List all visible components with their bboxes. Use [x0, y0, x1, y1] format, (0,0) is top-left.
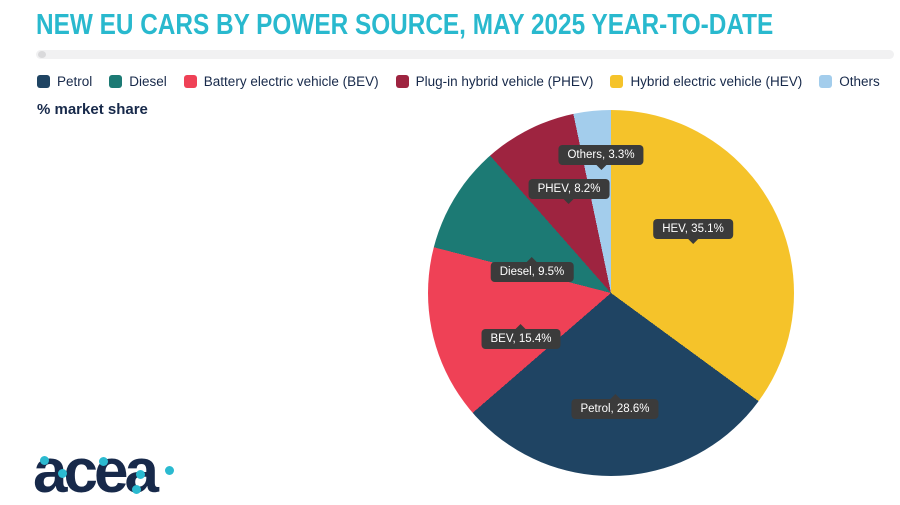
- logo-dot: [165, 466, 174, 475]
- legend-item-phev[interactable]: Plug-in hybrid vehicle (PHEV): [395, 74, 594, 89]
- data-label-hev: HEV, 35.1%: [653, 219, 733, 239]
- legend-label-hev: Hybrid electric vehicle (HEV): [630, 74, 803, 89]
- legend-label-bev: Battery electric vehicle (BEV): [203, 74, 379, 89]
- unit-label: % market share: [37, 101, 148, 118]
- legend-item-petrol[interactable]: Petrol: [37, 74, 92, 89]
- legend-item-hev[interactable]: Hybrid electric vehicle (HEV): [610, 74, 802, 89]
- data-label-petrol: Petrol, 28.6%: [571, 399, 659, 419]
- legend-item-diesel[interactable]: Diesel: [109, 74, 167, 89]
- legend: Petrol Diesel Battery electric vehicle (…: [37, 74, 880, 89]
- legend-swatch-bev: [183, 75, 197, 88]
- logo-dot: [58, 469, 67, 478]
- data-label-diesel: Diesel, 9.5%: [490, 262, 574, 282]
- page-title: NEW EU CARS BY POWER SOURCE, MAY 2025 YE…: [36, 9, 774, 41]
- legend-label-others: Others: [839, 74, 880, 89]
- logo-dot: [132, 485, 141, 494]
- logo-dot: [40, 456, 49, 465]
- legend-item-bev[interactable]: Battery electric vehicle (BEV): [183, 74, 379, 89]
- legend-swatch-petrol: [37, 75, 50, 88]
- legend-label-diesel: Diesel: [129, 74, 167, 89]
- data-label-bev: BEV, 15.4%: [481, 329, 561, 349]
- legend-label-phev: Plug-in hybrid vehicle (PHEV): [415, 74, 594, 89]
- data-label-phev: PHEV, 8.2%: [528, 179, 610, 199]
- legend-swatch-diesel: [109, 75, 123, 88]
- legend-swatch-phev: [395, 75, 409, 88]
- title-underline-bar: [36, 50, 894, 59]
- data-label-others: Others, 3.3%: [558, 145, 644, 165]
- title-underline-dot: [38, 51, 46, 58]
- logo-dot: [99, 457, 108, 466]
- legend-label-petrol: Petrol: [57, 74, 93, 89]
- legend-swatch-others: [819, 75, 833, 88]
- legend-item-others[interactable]: Others: [819, 74, 880, 89]
- logo-dot: [136, 470, 145, 479]
- legend-swatch-hev: [610, 75, 624, 88]
